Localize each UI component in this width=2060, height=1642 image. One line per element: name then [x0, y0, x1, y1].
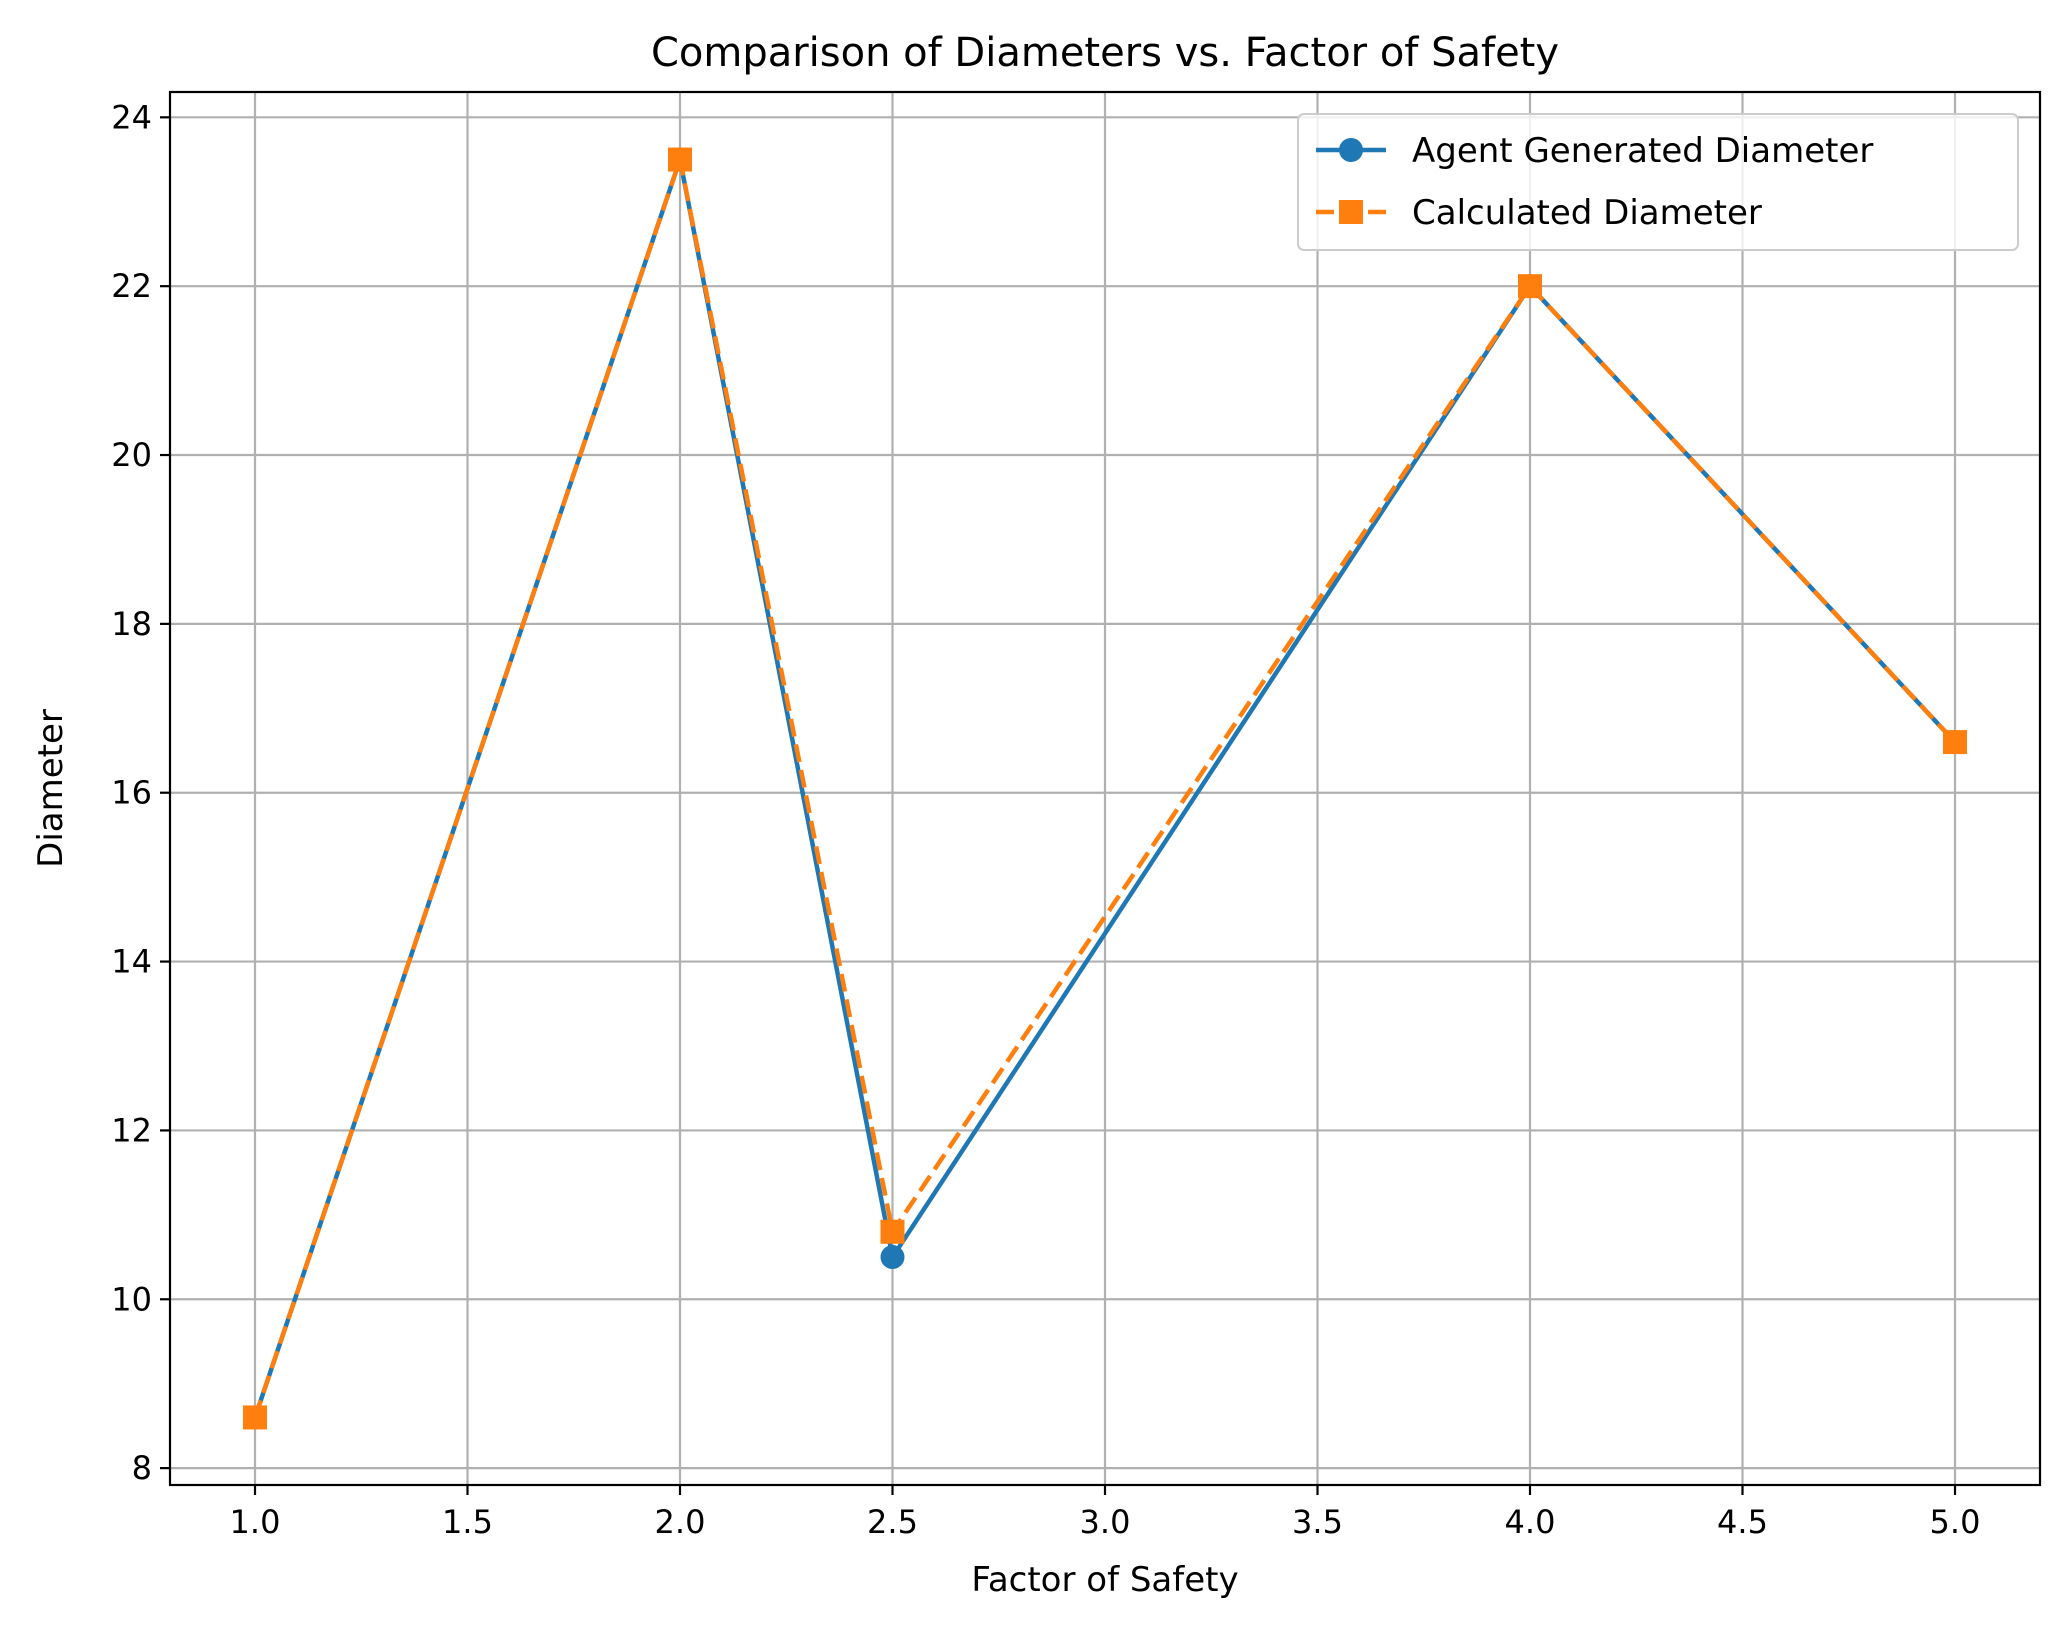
y-tick-label: 8 [132, 1449, 152, 1487]
y-tick-label: 22 [111, 267, 152, 305]
data-point [1943, 730, 1967, 755]
x-tick-label: 4.5 [1717, 1503, 1768, 1541]
x-tick-label: 4.0 [1505, 1503, 1556, 1541]
tick-marks [160, 116, 1957, 1495]
legend-box [1297, 113, 2019, 251]
x-tick-labels: 1.0 1.5 2.0 2.5 3.0 3.5 4.0 4.5 5.0 [230, 1503, 1981, 1541]
y-tick-label: 14 [111, 943, 152, 981]
y-tick-label: 18 [111, 605, 152, 643]
x-tick-label: 3.0 [1080, 1503, 1131, 1541]
legend-label: Calculated Diameter [1412, 193, 1762, 233]
data-point [243, 1405, 267, 1430]
x-tick-label: 5.0 [1930, 1503, 1981, 1541]
x-axis-label: Factor of Safety [971, 1560, 1238, 1600]
grid-lines [170, 92, 2040, 1485]
y-tick-label: 20 [111, 436, 152, 474]
y-tick-label: 12 [111, 1111, 152, 1149]
x-tick-label: 2.5 [867, 1503, 918, 1541]
y-tick-label: 16 [111, 774, 152, 812]
y-axis-label: Diameter [31, 709, 71, 868]
chart-title: Comparison of Diameters vs. Factor of Sa… [651, 30, 1559, 76]
x-tick-label: 1.0 [230, 1503, 281, 1541]
y-tick-labels: 8 10 12 14 16 18 20 22 24 [111, 98, 152, 1487]
legend-entry-1: Agent Generated Diameter [1316, 131, 1873, 171]
data-point [668, 147, 692, 172]
x-tick-label: 3.5 [1292, 1503, 1343, 1541]
series-group [243, 147, 1967, 1430]
data-point [1518, 274, 1542, 299]
legend-label: Agent Generated Diameter [1412, 131, 1873, 171]
data-point [880, 1245, 905, 1270]
legend-marker [1339, 200, 1363, 224]
y-tick-label: 10 [111, 1280, 152, 1318]
legend-marker [1339, 138, 1363, 162]
x-tick-label: 1.5 [442, 1503, 493, 1541]
data-point [880, 1219, 905, 1244]
legend-entries: Agent Generated Diameter Calculated Diame… [1316, 131, 1873, 233]
x-tick-label: 2.0 [655, 1503, 706, 1541]
legend-entry-2: Calculated Diameter [1316, 193, 1762, 233]
series-2 [243, 147, 1967, 1430]
legend: Agent Generated Diameter Calculated Diame… [1297, 113, 2019, 251]
y-tick-label: 24 [111, 98, 152, 136]
